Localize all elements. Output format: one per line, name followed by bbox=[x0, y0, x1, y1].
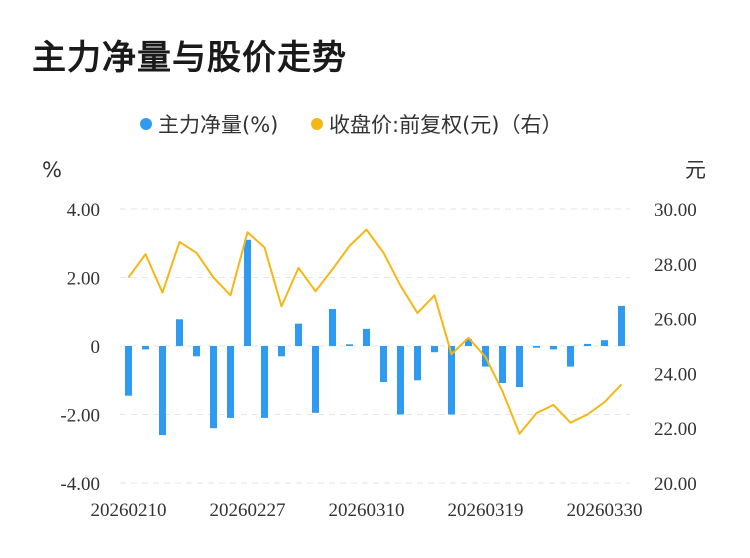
right-axis-tick-label: 22.00 bbox=[654, 419, 697, 440]
net-volume-bar bbox=[448, 346, 455, 415]
net-volume-bar bbox=[431, 346, 438, 353]
grid-lines bbox=[120, 208, 630, 484]
net-volume-bar bbox=[397, 346, 404, 415]
left-axis-unit: % bbox=[42, 158, 62, 182]
x-axis-tick-label: 20260310 bbox=[329, 500, 405, 521]
legend-marker-net-volume bbox=[140, 118, 152, 130]
left-axis-ticks: 4.00 2.00 0 -2.00 -4.00 bbox=[60, 200, 100, 495]
legend-marker-close-price bbox=[311, 118, 323, 130]
left-axis-tick-label: -2.00 bbox=[60, 406, 100, 427]
right-axis-tick-label: 30.00 bbox=[654, 200, 697, 221]
legend-label-close-price: 收盘价:前复权(元)（右） bbox=[329, 113, 562, 137]
x-axis-tick-label: 20260330 bbox=[567, 500, 643, 521]
left-axis-tick-label: 2.00 bbox=[67, 269, 100, 290]
net-volume-bar bbox=[567, 346, 574, 367]
net-volume-bar bbox=[244, 239, 251, 346]
net-volume-bar bbox=[193, 346, 200, 357]
x-axis-tick-label: 20260210 bbox=[91, 500, 167, 521]
net-volume-bar bbox=[176, 319, 183, 346]
legend-label-net-volume: 主力净量(%) bbox=[158, 113, 278, 137]
net-volume-bar bbox=[125, 346, 132, 396]
net-volume-bar bbox=[278, 346, 285, 357]
net-volume-bar bbox=[142, 346, 149, 350]
close-price-line bbox=[127, 228, 623, 435]
net-volume-bar bbox=[312, 346, 319, 413]
legend: 主力净量(%) 收盘价:前复权(元)（右） bbox=[140, 113, 562, 137]
net-volume-bar bbox=[584, 343, 591, 346]
x-axis-tick-label: 20260227 bbox=[210, 500, 286, 521]
net-volume-bar bbox=[329, 309, 336, 346]
right-axis-ticks: 30.00 28.00 26.00 24.00 22.00 20.00 bbox=[654, 200, 697, 495]
net-volume-bar bbox=[618, 305, 625, 346]
net-volume-bar bbox=[465, 339, 472, 346]
net-volume-bar bbox=[261, 346, 268, 418]
net-volume-bar bbox=[210, 346, 217, 429]
left-axis-tick-label: 4.00 bbox=[67, 200, 100, 221]
x-axis-tick-label: 20260319 bbox=[448, 500, 524, 521]
right-axis-tick-label: 24.00 bbox=[654, 364, 697, 385]
right-axis-tick-label: 28.00 bbox=[654, 255, 697, 276]
net-volume-bar bbox=[363, 328, 370, 346]
right-axis-tick-label: 26.00 bbox=[654, 310, 697, 331]
x-axis-ticks: 20260210 20260227 20260310 20260319 20260330 bbox=[91, 500, 643, 521]
net-volume-bar bbox=[414, 346, 421, 381]
net-volume-bars bbox=[125, 239, 625, 436]
left-axis-tick-label: -4.00 bbox=[60, 474, 100, 495]
net-volume-bar bbox=[346, 344, 353, 346]
net-volume-bar bbox=[499, 346, 506, 383]
net-volume-bar bbox=[227, 346, 234, 418]
page-title: 主力净量与股价走势 bbox=[32, 38, 347, 78]
net-volume-bar bbox=[159, 346, 166, 436]
left-axis-tick-label: 0 bbox=[91, 337, 101, 358]
right-axis-tick-label: 20.00 bbox=[654, 474, 697, 495]
net-volume-bar bbox=[601, 340, 608, 346]
right-axis-unit: 元 bbox=[685, 158, 706, 182]
close-price-series-line bbox=[127, 228, 623, 435]
net-volume-bar bbox=[295, 323, 302, 346]
net-volume-bar bbox=[516, 346, 523, 388]
net-volume-bar bbox=[380, 346, 387, 382]
net-volume-bar bbox=[550, 346, 557, 350]
net-volume-bar bbox=[533, 346, 540, 348]
